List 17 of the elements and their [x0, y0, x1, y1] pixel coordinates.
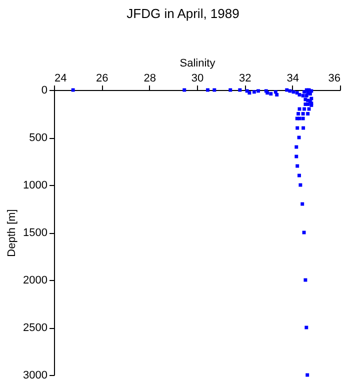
x-tick-label: 34 — [286, 72, 299, 84]
y-tick-label: 500 — [29, 132, 48, 144]
y-tick-label: 0 — [41, 84, 48, 96]
x-tick-label: 28 — [144, 72, 156, 84]
x-tick-label: 26 — [96, 72, 108, 84]
y-tick-label: 1500 — [23, 227, 48, 239]
x-tick-label: 24 — [54, 72, 67, 84]
y-tick-label: 3000 — [23, 370, 48, 382]
chart-title: JFDG in April, 1989 — [126, 6, 240, 21]
x-tick-label: 32 — [239, 72, 252, 84]
y-tick-label: 2000 — [23, 274, 48, 286]
y-tick-label: 2500 — [23, 322, 48, 334]
x-tick-label: 36 — [328, 72, 340, 84]
x-axis-title: Salinity — [180, 58, 216, 70]
y-axis-title: Depth [m] — [6, 209, 18, 257]
y-tick-label: 1000 — [23, 180, 48, 192]
x-tick-label: 30 — [191, 72, 204, 84]
